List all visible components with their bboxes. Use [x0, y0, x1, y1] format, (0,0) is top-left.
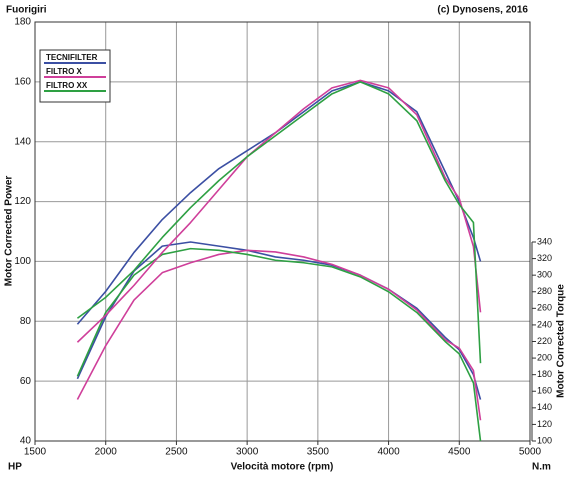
y2-tick-label: 340 — [537, 236, 552, 246]
x-axis-label: Velocità motore (rpm) — [231, 462, 334, 473]
data-line — [76, 249, 482, 421]
x-tick-label: 5000 — [519, 447, 542, 458]
y2-tick-label: 240 — [537, 319, 552, 329]
y-tick-label: 180 — [14, 17, 31, 28]
data-line — [76, 79, 482, 343]
y2-tick-label: 180 — [537, 369, 552, 379]
y-tick-label: 80 — [20, 316, 32, 327]
y2-tick-label: 120 — [537, 419, 552, 429]
y-tick-label: 140 — [14, 136, 31, 147]
data-line — [76, 247, 482, 442]
data-line — [76, 81, 482, 364]
x-tick-label: 2000 — [95, 447, 118, 458]
legend: TECNIFILTER FILTRO X FILTRO XX — [39, 49, 111, 103]
chart-title: Fuorigiri — [6, 5, 47, 16]
plot-area — [35, 22, 530, 441]
y-axis-label: Motor Corrected Power — [4, 176, 15, 287]
y-tick-label: 40 — [20, 436, 32, 447]
y2-unit: N.m — [532, 462, 551, 473]
y2-tick-label: 200 — [537, 352, 552, 362]
y2-axis-label: Motor Corrected Torque — [556, 284, 567, 398]
x-tick-label: 3000 — [236, 447, 259, 458]
legend-label: FILTRO X — [46, 67, 83, 76]
y2-tick-label: 280 — [537, 286, 552, 296]
y2-tick-label: 160 — [537, 386, 552, 396]
y2-tick-label: 260 — [537, 303, 552, 313]
x-tick-label: 3500 — [307, 447, 330, 458]
x-tick-label: 4500 — [448, 447, 471, 458]
y2-tick-label: 320 — [537, 253, 552, 263]
x-tick-label: 1500 — [24, 447, 47, 458]
y-tick-label: 160 — [14, 76, 31, 87]
plot-frame — [34, 21, 531, 442]
x-tick-label: 4000 — [377, 447, 400, 458]
x-tick-label: 2500 — [165, 447, 188, 458]
y-tick-label: 100 — [14, 256, 31, 267]
y2-tick-label: 140 — [537, 402, 552, 412]
data-line — [76, 241, 482, 400]
chart-subtitle: (c) Dynosens, 2016 — [437, 5, 528, 16]
legend-label: FILTRO XX — [46, 81, 88, 90]
y2-tick-label: 220 — [537, 336, 552, 346]
y2-tick-label: 300 — [537, 270, 552, 280]
data-line — [76, 81, 482, 325]
legend-label: TECNIFILTER — [46, 53, 98, 62]
y-tick-label: 120 — [14, 196, 31, 207]
y2-tick-label: 100 — [537, 435, 552, 445]
y-tick-label: 60 — [20, 376, 32, 387]
y-unit: HP — [8, 462, 22, 473]
